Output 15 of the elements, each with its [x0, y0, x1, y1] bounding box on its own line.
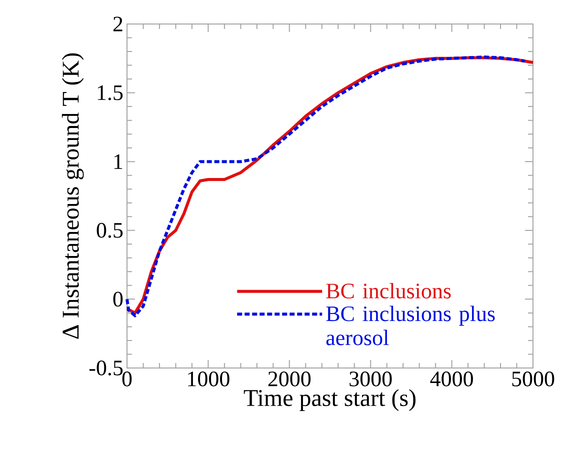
- y-tick-label: 0.5: [96, 222, 123, 238]
- y-tick-label: 2: [113, 16, 122, 32]
- x-tick-label: 5000: [512, 372, 554, 386]
- y-tick-label: 0: [113, 292, 123, 307]
- x-tick-label: 2000: [268, 372, 311, 386]
- legend-label: BC inclusions: [326, 282, 451, 298]
- x-tick-label: 3000: [350, 372, 392, 386]
- y-tick-label: 1: [114, 154, 122, 169]
- x-tick-label: 4000: [430, 372, 473, 386]
- y-axis-title: Δ Instantaneous ground T (K): [62, 53, 84, 339]
- x-tick-label: 1000: [188, 372, 230, 386]
- y-tick-label: 1.5: [98, 85, 123, 100]
- x-axis-title: Time past start (s): [244, 389, 416, 411]
- y-tick-label: -0.5: [89, 360, 123, 376]
- legend-label: BC inclusions plus aerosol: [326, 306, 495, 346]
